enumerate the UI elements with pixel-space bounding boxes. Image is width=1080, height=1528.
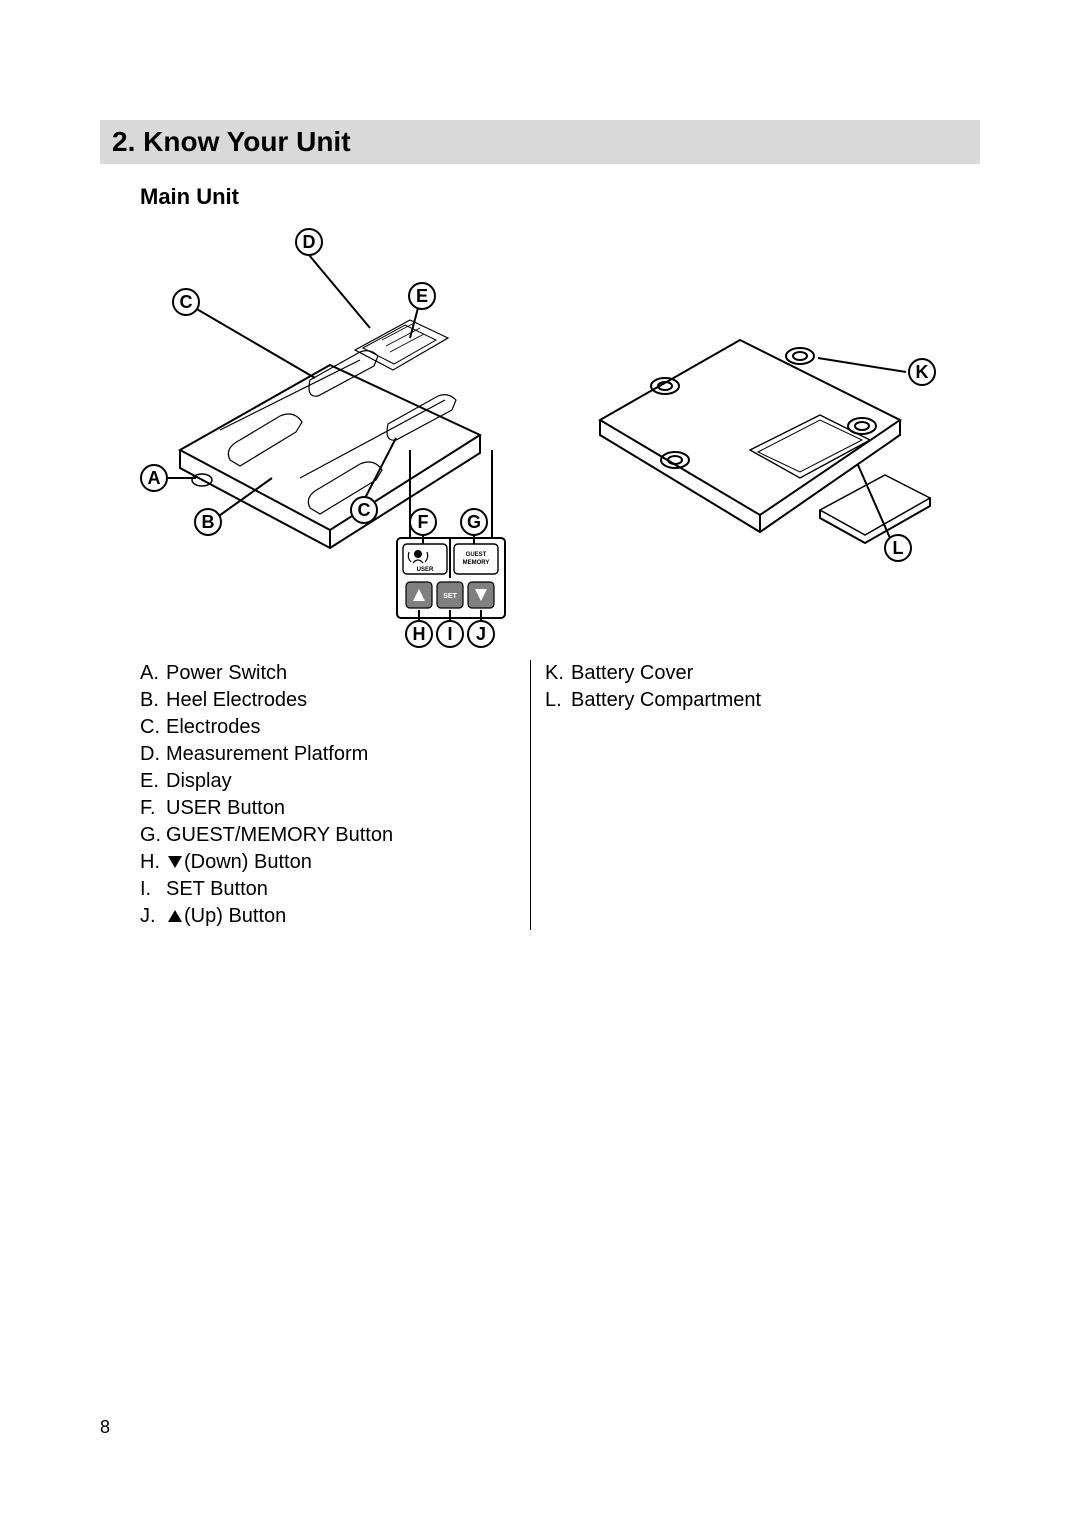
legend-text: GUEST/MEMORY Button bbox=[166, 822, 393, 849]
legend-text: Display bbox=[166, 768, 232, 795]
legend-letter: D. bbox=[140, 741, 166, 768]
callout-F: F bbox=[409, 508, 437, 536]
subsection-title: Main Unit bbox=[140, 184, 980, 210]
legend-item: H.(Down) Button bbox=[140, 849, 500, 876]
section-header: 2. Know Your Unit bbox=[100, 120, 980, 164]
callout-J: J bbox=[467, 620, 495, 648]
legend-letter: H. bbox=[140, 849, 166, 876]
legend-letter: A. bbox=[140, 660, 166, 687]
legend-item: I.SET Button bbox=[140, 876, 500, 903]
legend-letter: L. bbox=[545, 687, 571, 714]
legend-right-col: K.Battery CoverL.Battery Compartment bbox=[530, 660, 910, 930]
legend-letter: F. bbox=[140, 795, 166, 822]
legend-item: D.Measurement Platform bbox=[140, 741, 500, 768]
legend-text: Battery Compartment bbox=[571, 687, 761, 714]
callout-K: K bbox=[908, 358, 936, 386]
legend-item: B.Heel Electrodes bbox=[140, 687, 500, 714]
callout-E: E bbox=[408, 282, 436, 310]
set-button-label: SET bbox=[443, 593, 457, 600]
triangle-down-icon bbox=[168, 856, 182, 868]
legend-text: USER Button bbox=[166, 795, 285, 822]
callout-D: D bbox=[295, 228, 323, 256]
callout-I: I bbox=[436, 620, 464, 648]
legend-item: J.(Up) Button bbox=[140, 903, 500, 930]
callout-H: H bbox=[405, 620, 433, 648]
diagram-area: USER GUEST MEMORY SET D C E A B C F G H … bbox=[100, 220, 980, 650]
legend-item: C.Electrodes bbox=[140, 714, 500, 741]
legend-left-col: A.Power SwitchB.Heel ElectrodesC.Electro… bbox=[140, 660, 530, 930]
legend-item: F.USER Button bbox=[140, 795, 500, 822]
page-number: 8 bbox=[100, 1417, 110, 1438]
callout-G: G bbox=[460, 508, 488, 536]
legend-item: G.GUEST/MEMORY Button bbox=[140, 822, 500, 849]
legend-text: Heel Electrodes bbox=[166, 687, 307, 714]
guest-label-2: MEMORY bbox=[463, 560, 490, 566]
legend-item: K.Battery Cover bbox=[545, 660, 880, 687]
guest-label-1: GUEST bbox=[466, 552, 487, 558]
legend-text: Battery Cover bbox=[571, 660, 693, 687]
callout-C-bottom: C bbox=[350, 496, 378, 524]
legend-text: Electrodes bbox=[166, 714, 261, 741]
user-button-label: USER bbox=[417, 567, 434, 573]
legend-item: L.Battery Compartment bbox=[545, 687, 880, 714]
legend-text: (Down) Button bbox=[166, 849, 312, 876]
legend-text: (Up) Button bbox=[166, 903, 286, 930]
legend-text: Power Switch bbox=[166, 660, 287, 687]
unit-diagram: USER GUEST MEMORY SET bbox=[100, 220, 980, 650]
legend-letter: J. bbox=[140, 903, 166, 930]
section-number: 2. bbox=[112, 126, 135, 157]
section-title: Know Your Unit bbox=[143, 126, 350, 157]
legend-letter: K. bbox=[545, 660, 571, 687]
legend-text: Measurement Platform bbox=[166, 741, 368, 768]
callout-B: B bbox=[194, 508, 222, 536]
legend-letter: E. bbox=[140, 768, 166, 795]
legend-item: A.Power Switch bbox=[140, 660, 500, 687]
legend-text: SET Button bbox=[166, 876, 268, 903]
callout-C-top: C bbox=[172, 288, 200, 316]
triangle-up-icon bbox=[168, 910, 182, 922]
legend-letter: G. bbox=[140, 822, 166, 849]
callout-L: L bbox=[884, 534, 912, 562]
legend: A.Power SwitchB.Heel ElectrodesC.Electro… bbox=[140, 660, 980, 930]
legend-letter: C. bbox=[140, 714, 166, 741]
legend-letter: I. bbox=[140, 876, 166, 903]
legend-item: E.Display bbox=[140, 768, 500, 795]
legend-letter: B. bbox=[140, 687, 166, 714]
callout-A: A bbox=[140, 464, 168, 492]
